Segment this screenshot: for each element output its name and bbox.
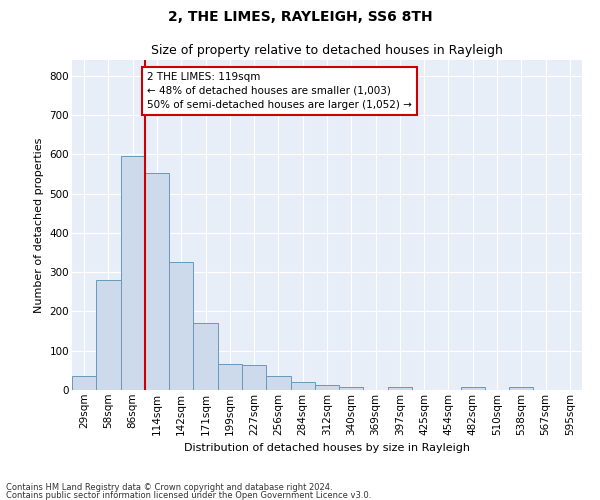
Text: 2 THE LIMES: 119sqm
← 48% of detached houses are smaller (1,003)
50% of semi-det: 2 THE LIMES: 119sqm ← 48% of detached ho… (147, 72, 412, 110)
Bar (169, 262, 193, 390)
Text: Contains HM Land Registry data © Crown copyright and database right 2024.: Contains HM Land Registry data © Crown c… (6, 484, 332, 492)
Y-axis label: Number of detached properties: Number of detached properties (34, 138, 44, 312)
Bar (72, 376, 96, 390)
Text: Contains public sector information licensed under the Open Government Licence v3: Contains public sector information licen… (6, 490, 371, 500)
Bar (218, 364, 242, 390)
Bar (290, 382, 315, 390)
Bar (121, 156, 145, 390)
Bar (509, 387, 533, 390)
Bar (193, 323, 218, 390)
Bar (461, 387, 485, 390)
Bar (266, 376, 290, 390)
Bar (145, 173, 169, 390)
Bar (388, 387, 412, 390)
Bar (96, 280, 121, 390)
Bar (339, 387, 364, 390)
Text: 2, THE LIMES, RAYLEIGH, SS6 8TH: 2, THE LIMES, RAYLEIGH, SS6 8TH (167, 10, 433, 24)
Bar (315, 386, 339, 390)
Bar (242, 365, 266, 390)
Title: Size of property relative to detached houses in Rayleigh: Size of property relative to detached ho… (151, 44, 503, 58)
X-axis label: Distribution of detached houses by size in Rayleigh: Distribution of detached houses by size … (184, 443, 470, 453)
